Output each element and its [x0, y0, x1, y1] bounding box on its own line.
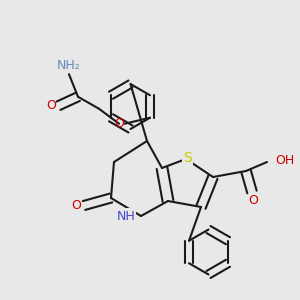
- Text: O: O: [46, 99, 56, 112]
- Text: OH: OH: [275, 154, 295, 167]
- Text: NH: NH: [116, 209, 135, 223]
- Text: O: O: [249, 194, 258, 207]
- Text: NH₂: NH₂: [57, 59, 81, 72]
- Text: S: S: [183, 151, 192, 164]
- Text: O: O: [114, 117, 124, 130]
- Text: O: O: [72, 199, 81, 212]
